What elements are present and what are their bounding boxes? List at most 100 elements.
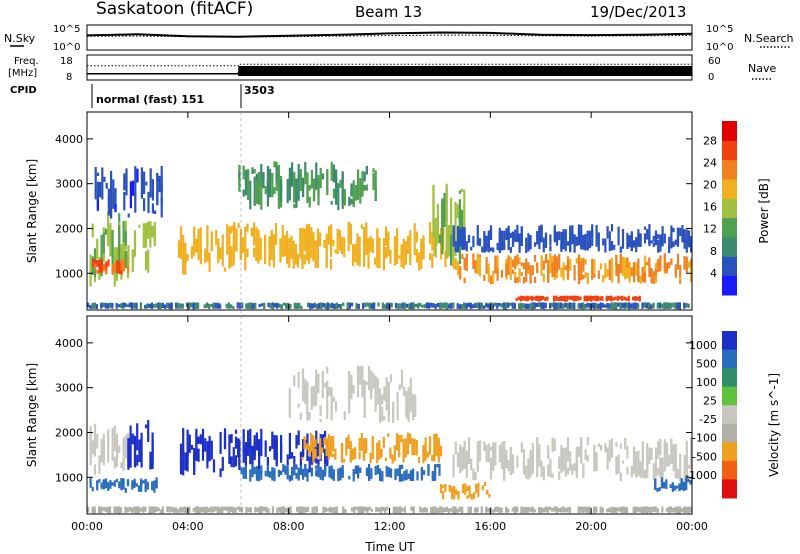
heatmap-cell <box>610 257 614 275</box>
heatmap-cell <box>555 302 558 310</box>
heatmap-cell <box>477 482 480 490</box>
heatmap-cell <box>89 454 92 466</box>
heatmap-cell <box>401 473 404 482</box>
heatmap-cell <box>374 466 377 476</box>
heatmap-cell <box>271 305 274 309</box>
heatmap-cell <box>586 437 589 445</box>
heatmap-cell <box>507 302 510 308</box>
heatmap-cell <box>685 239 688 253</box>
heatmap-cell <box>401 507 404 512</box>
heatmap-cell <box>434 464 437 475</box>
heatmap-cell <box>463 257 466 271</box>
heatmap-cell <box>487 263 490 282</box>
heatmap-cell <box>115 506 118 514</box>
heatmap-cell <box>387 471 390 477</box>
heatmap-cell <box>397 303 400 310</box>
heatmap-cell <box>458 506 461 512</box>
heatmap-cell <box>514 229 517 237</box>
heatmap-cell <box>256 507 259 513</box>
heatmap-cell <box>558 231 561 241</box>
heatmap-cell <box>242 429 245 453</box>
heatmap-cell <box>365 222 368 254</box>
heatmap-cell <box>657 258 660 273</box>
heatmap-cell <box>420 241 423 269</box>
heatmap-cell <box>251 445 254 471</box>
heatmap-cell <box>100 303 103 309</box>
heatmap-cell <box>361 366 364 398</box>
heatmap-cell <box>604 304 607 308</box>
heatmap-cell <box>411 394 415 421</box>
heatmap-cell <box>285 508 288 512</box>
heatmap-cell <box>123 173 126 191</box>
heatmap-cell <box>164 304 167 309</box>
heatmap-cell <box>389 374 393 382</box>
heatmap-cell <box>648 302 651 308</box>
heatmap-cell <box>144 424 148 429</box>
heatmap-cell <box>542 466 545 475</box>
heatmap-cell <box>426 451 429 458</box>
heatmap-cell <box>145 181 148 186</box>
heatmap-cell <box>434 506 437 514</box>
power-y-axis-label: Slant Range [km] <box>25 159 39 263</box>
heatmap-cell <box>612 304 615 309</box>
heatmap-cell <box>197 448 200 462</box>
heatmap-cell <box>87 302 90 308</box>
heatmap-cell <box>683 506 686 513</box>
heatmap-cell <box>312 232 315 262</box>
heatmap-cell <box>362 506 365 514</box>
heatmap-cell <box>456 508 459 512</box>
heatmap-cell <box>303 254 306 265</box>
heatmap-cell <box>91 303 94 309</box>
heatmap-cell <box>359 194 362 204</box>
heatmap-cell <box>385 466 388 477</box>
heatmap-cell <box>127 262 130 273</box>
heatmap-cell <box>652 463 655 480</box>
heatmap-cell <box>415 440 418 456</box>
heatmap-cell <box>270 230 273 250</box>
heatmap-cell <box>320 302 323 309</box>
heatmap-cell <box>472 492 476 499</box>
heatmap-cell <box>396 468 399 477</box>
heatmap-cell <box>599 445 603 451</box>
heatmap-cell <box>94 166 97 200</box>
heatmap-cell <box>304 161 307 178</box>
heatmap-cell <box>120 478 123 487</box>
heatmap-cell <box>271 506 274 513</box>
heatmap-cell <box>363 227 366 247</box>
velocity-heatmap-cells <box>87 365 693 514</box>
heatmap-cell <box>378 237 381 269</box>
heatmap-cell <box>489 247 493 252</box>
heatmap-cell <box>170 506 173 512</box>
heatmap-cell <box>326 383 329 419</box>
heatmap-cell <box>210 231 213 252</box>
heatmap-cell <box>345 437 348 456</box>
heatmap-cell <box>356 365 360 397</box>
heatmap-cell <box>299 451 302 469</box>
heatmap-cell <box>639 234 642 241</box>
heatmap-cell <box>687 230 691 248</box>
heatmap-cell <box>381 302 384 309</box>
heatmap-cell <box>557 296 560 301</box>
heatmap-cell <box>517 296 520 301</box>
heatmap-cell <box>553 438 556 451</box>
colorbar-tick-label: 28 <box>703 134 717 147</box>
heatmap-cell <box>321 173 324 180</box>
heatmap-cell <box>405 475 408 481</box>
heatmap-cell <box>350 183 353 197</box>
heatmap-cell <box>199 434 202 443</box>
heatmap-cell <box>520 231 523 246</box>
heatmap-cell <box>503 440 506 465</box>
heatmap-cell <box>280 435 283 463</box>
heatmap-cell <box>461 227 464 247</box>
heatmap-cell <box>429 232 432 245</box>
station-title: Saskatoon (fitACF) <box>96 0 253 19</box>
heatmap-cell <box>563 295 567 302</box>
heatmap-cell <box>330 161 333 181</box>
heatmap-cell <box>342 302 345 307</box>
heatmap-cell <box>241 302 244 307</box>
heatmap-cell <box>569 225 572 239</box>
heatmap-cell <box>608 507 611 513</box>
heatmap-cell <box>610 506 613 513</box>
heatmap-cell <box>318 302 321 309</box>
heatmap-cell <box>144 304 147 309</box>
